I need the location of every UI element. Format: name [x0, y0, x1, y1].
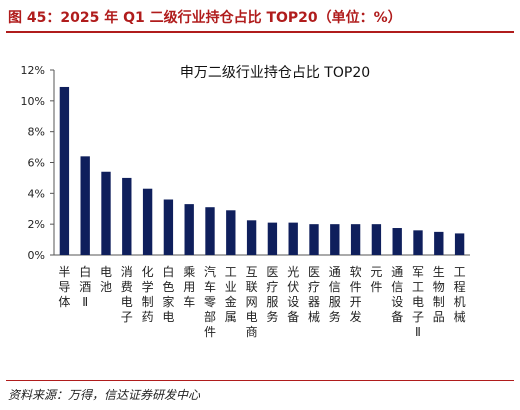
x-tick-label: 消费电子 — [121, 265, 133, 324]
x-tick-label: 元件 — [370, 265, 382, 294]
x-tick-label: 通信服务 — [329, 265, 341, 324]
bar — [59, 86, 70, 255]
bar — [101, 171, 111, 255]
x-tick-label: 化学制药 — [142, 265, 154, 324]
x-tick-label: 白色家电 — [162, 264, 174, 324]
bar — [454, 233, 465, 255]
x-tick-label: 生物制品 — [433, 265, 445, 324]
x-tick-label: 军工电子 Ⅱ — [412, 265, 424, 339]
source-note: 资料来源：万得，信达证券研发中心 — [8, 388, 201, 402]
bars — [59, 86, 465, 255]
x-tick-label: 医疗服务 — [266, 265, 278, 324]
x-tick-label: 半导体 — [58, 265, 70, 309]
x-tick-label: 乘用车 — [183, 265, 195, 309]
bar — [434, 231, 444, 255]
y-tick-label: 0% — [28, 249, 45, 262]
bar — [80, 156, 90, 255]
bar — [205, 207, 215, 255]
bar — [267, 222, 278, 255]
bar — [392, 228, 402, 255]
chart-title: 申万二级行业持仓占比 TOP20 — [180, 65, 370, 81]
x-tick-label: 电池 — [100, 265, 112, 294]
x-tick-label: 工业金属 — [225, 265, 237, 324]
y-tick-label: 6% — [28, 157, 45, 170]
y-tick-label: 10% — [21, 95, 45, 108]
bar — [330, 224, 340, 255]
bar — [142, 188, 153, 255]
y-tick-label: 4% — [28, 187, 45, 200]
x-tick-label: 通信设备 — [391, 265, 403, 324]
y-tick-label: 8% — [28, 126, 45, 139]
bar — [163, 199, 174, 255]
x-tick-label: 工程机械 — [454, 265, 466, 324]
bar — [226, 210, 236, 255]
x-tick-label: 互联网电商 — [246, 265, 258, 339]
x-tick-label: 医疗器械 — [308, 265, 320, 324]
x-tick-label: 软件开发 — [350, 265, 362, 324]
x-tick-label: 白酒 Ⅱ — [79, 264, 91, 309]
x-tick-label: 光伏设备 — [287, 265, 299, 324]
title-rule — [6, 31, 514, 33]
source-rule — [6, 380, 514, 381]
x-tick-label: 汽车零部件 — [204, 264, 216, 339]
bar — [309, 224, 319, 255]
y-tick-label: 2% — [28, 218, 45, 231]
bar — [246, 220, 257, 255]
bar — [350, 224, 361, 255]
bar — [288, 222, 298, 255]
bar — [184, 204, 194, 255]
y-tick-label: 12% — [21, 64, 45, 77]
bar — [122, 177, 132, 255]
figure-title: 图 45：2025 年 Q1 二级行业持仓占比 TOP20（单位：%） — [8, 10, 402, 26]
bar — [413, 230, 423, 255]
bar — [371, 224, 382, 255]
